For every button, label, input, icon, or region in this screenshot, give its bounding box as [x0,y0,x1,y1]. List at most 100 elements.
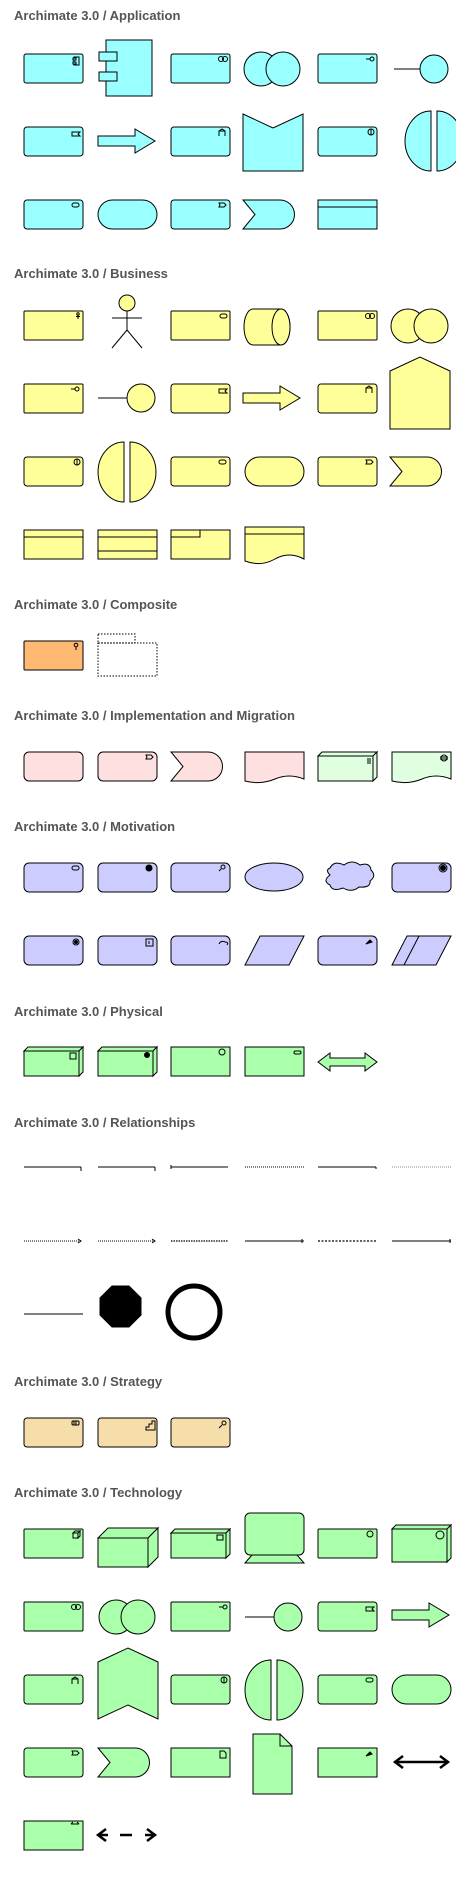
technology-event-symbol[interactable] [391,1674,452,1705]
assessment-shape[interactable] [170,862,231,893]
business-event-shape[interactable] [170,456,231,487]
node-symbol[interactable] [96,1526,160,1569]
application-collaboration-shape[interactable] [170,53,231,84]
system-software-shape[interactable] [317,1528,378,1559]
communication-network-shape-2[interactable] [23,1820,84,1851]
aggregation-relation[interactable] [318,1166,377,1169]
business-actor-symbol[interactable] [111,294,143,349]
business-interface-shape[interactable] [23,383,84,414]
implementation-event-symbol[interactable] [169,751,223,782]
flow-network-symbol[interactable] [95,1828,158,1842]
association-relation[interactable] [392,1239,451,1243]
technology-process-symbol[interactable] [391,1602,450,1628]
stakeholder-shape[interactable] [23,862,84,893]
application-data-object-shape[interactable] [317,199,378,230]
application-event-symbol[interactable] [97,199,158,230]
application-interaction-symbol[interactable] [404,110,456,172]
representation-shape[interactable] [244,526,305,565]
path-shape[interactable] [317,1601,378,1632]
technology-function-symbol[interactable] [97,1647,159,1720]
constraint-shape[interactable] [97,935,158,966]
application-interface-symbol[interactable] [394,54,449,84]
business-event-symbol[interactable] [244,456,305,487]
node-shape[interactable] [23,1528,84,1559]
application-event-shape[interactable] [23,199,84,230]
goal-symbol[interactable] [244,862,304,892]
application-service-symbol[interactable] [241,199,295,230]
and-junction-symbol[interactable] [99,1285,142,1328]
device-symbol[interactable] [243,1512,306,1564]
application-interface-shape[interactable] [317,53,378,84]
business-interaction-symbol[interactable] [97,441,157,503]
business-function-symbol[interactable] [389,356,451,430]
business-interface-symbol[interactable] [98,383,156,413]
serving-relation[interactable] [98,1166,156,1171]
technology-interaction-symbol[interactable] [244,1659,304,1721]
technology-collaboration-shape[interactable] [23,1601,84,1632]
assignment-relation[interactable] [24,1166,82,1171]
application-component-shape[interactable] [23,53,84,84]
implementation-event-shape[interactable] [97,751,158,782]
application-function-symbol[interactable] [242,113,304,172]
business-collaboration-shape[interactable] [317,310,378,341]
requirement-symbol[interactable] [244,935,305,966]
technology-event-shape[interactable] [317,1674,378,1705]
communication-network-symbol[interactable] [392,1755,451,1769]
technology-interface-symbol[interactable] [245,1602,303,1632]
requirement-shape[interactable] [23,935,84,966]
equipment-shape[interactable] [22,1045,85,1078]
driver-shape[interactable] [97,862,158,893]
distribution-network-shape[interactable] [170,1046,231,1077]
technology-collaboration-symbol[interactable] [98,1599,156,1635]
work-package-shape[interactable] [23,751,84,782]
contract-shape[interactable] [97,529,158,560]
application-process-shape[interactable] [170,126,231,157]
capability-shape[interactable] [97,1417,158,1448]
business-process-shape[interactable] [317,383,378,414]
technology-interaction-shape[interactable] [170,1674,231,1705]
value-shape[interactable] [317,935,378,966]
location-shape[interactable] [23,640,84,671]
technology-service-shape[interactable] [23,1747,84,1778]
meaning-shape[interactable] [170,935,231,966]
plateau-shape[interactable] [316,750,379,783]
business-role-symbol[interactable] [243,308,291,346]
grouping-shape[interactable] [97,633,158,677]
technology-interface-shape[interactable] [170,1601,231,1632]
distribution-network-symbol[interactable] [317,1052,378,1072]
course-of-action-shape[interactable] [170,1417,231,1448]
application-interaction-shape[interactable] [317,126,378,157]
business-process-symbol[interactable] [242,385,301,411]
business-service-symbol[interactable] [388,456,442,487]
business-collaboration-symbol[interactable] [390,308,449,344]
product-shape[interactable] [170,529,231,560]
artifact-symbol[interactable] [252,1733,293,1795]
realization-relation[interactable] [245,1239,304,1243]
application-function-shape[interactable] [23,126,84,157]
technology-service-symbol[interactable] [96,1747,150,1778]
application-process-symbol[interactable] [97,128,156,154]
business-role-shape[interactable] [170,310,231,341]
outcome-symbol[interactable] [325,861,375,891]
resource-shape[interactable] [23,1417,84,1448]
material-shape[interactable] [244,1046,305,1077]
principle-shape[interactable] [391,862,452,893]
business-interaction-shape[interactable] [23,456,84,487]
technology-process-shape[interactable] [23,1674,84,1705]
specialization-relation[interactable] [98,1238,156,1244]
business-object-shape[interactable] [23,529,84,560]
business-function-shape[interactable] [170,383,231,414]
business-actor-shape[interactable] [23,310,84,341]
triggering-relation[interactable] [170,1165,228,1169]
system-software-symbol[interactable] [390,1523,453,1564]
application-service-shape[interactable] [170,199,231,230]
constraint-symbol[interactable] [391,935,452,966]
or-junction-symbol[interactable] [165,1283,223,1341]
facility-shape[interactable] [96,1045,159,1078]
artifact-shape[interactable] [170,1747,231,1778]
application-collaboration-symbol[interactable] [243,51,301,87]
gap-shape[interactable] [391,751,452,784]
device-shape[interactable] [169,1527,232,1560]
business-service-shape[interactable] [317,456,378,487]
application-component-symbol[interactable] [98,39,153,97]
